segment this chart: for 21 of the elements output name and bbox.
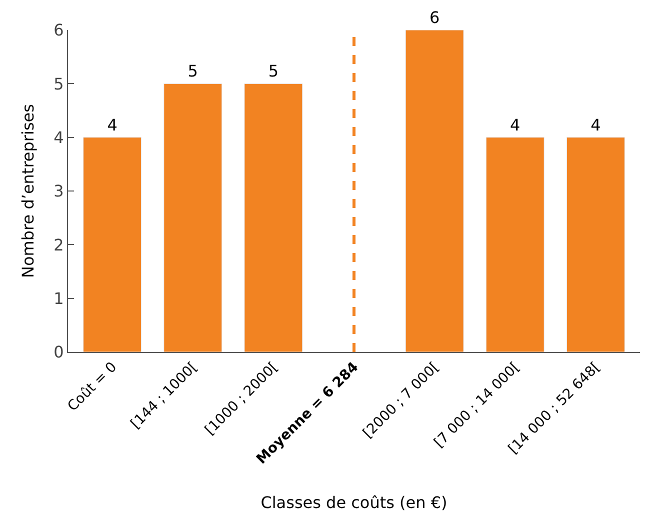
bar (83, 137, 142, 352)
bar (164, 83, 222, 352)
data-label: 4 (510, 115, 520, 134)
y-tick-label: 5 (54, 74, 64, 94)
y-tick-label: 6 (54, 20, 64, 40)
bar (566, 137, 625, 352)
bar (405, 30, 464, 352)
data-label: 5 (188, 62, 198, 81)
y-tick-label: 4 (54, 128, 64, 147)
x-axis-title: Classes de coûts (en €) (260, 493, 448, 512)
data-label: 4 (107, 115, 118, 134)
bar (486, 137, 544, 352)
data-label: 6 (429, 8, 440, 27)
data-label: 5 (268, 62, 279, 81)
y-tick-label: 1 (54, 288, 64, 308)
y-axis-title: Nombre d’entreprises (18, 104, 38, 278)
y-tick-label: 2 (54, 235, 64, 254)
y-tick-label: 0 (54, 342, 64, 362)
data-label: 4 (590, 115, 601, 134)
bar (244, 83, 303, 352)
y-tick-label: 3 (54, 182, 64, 201)
